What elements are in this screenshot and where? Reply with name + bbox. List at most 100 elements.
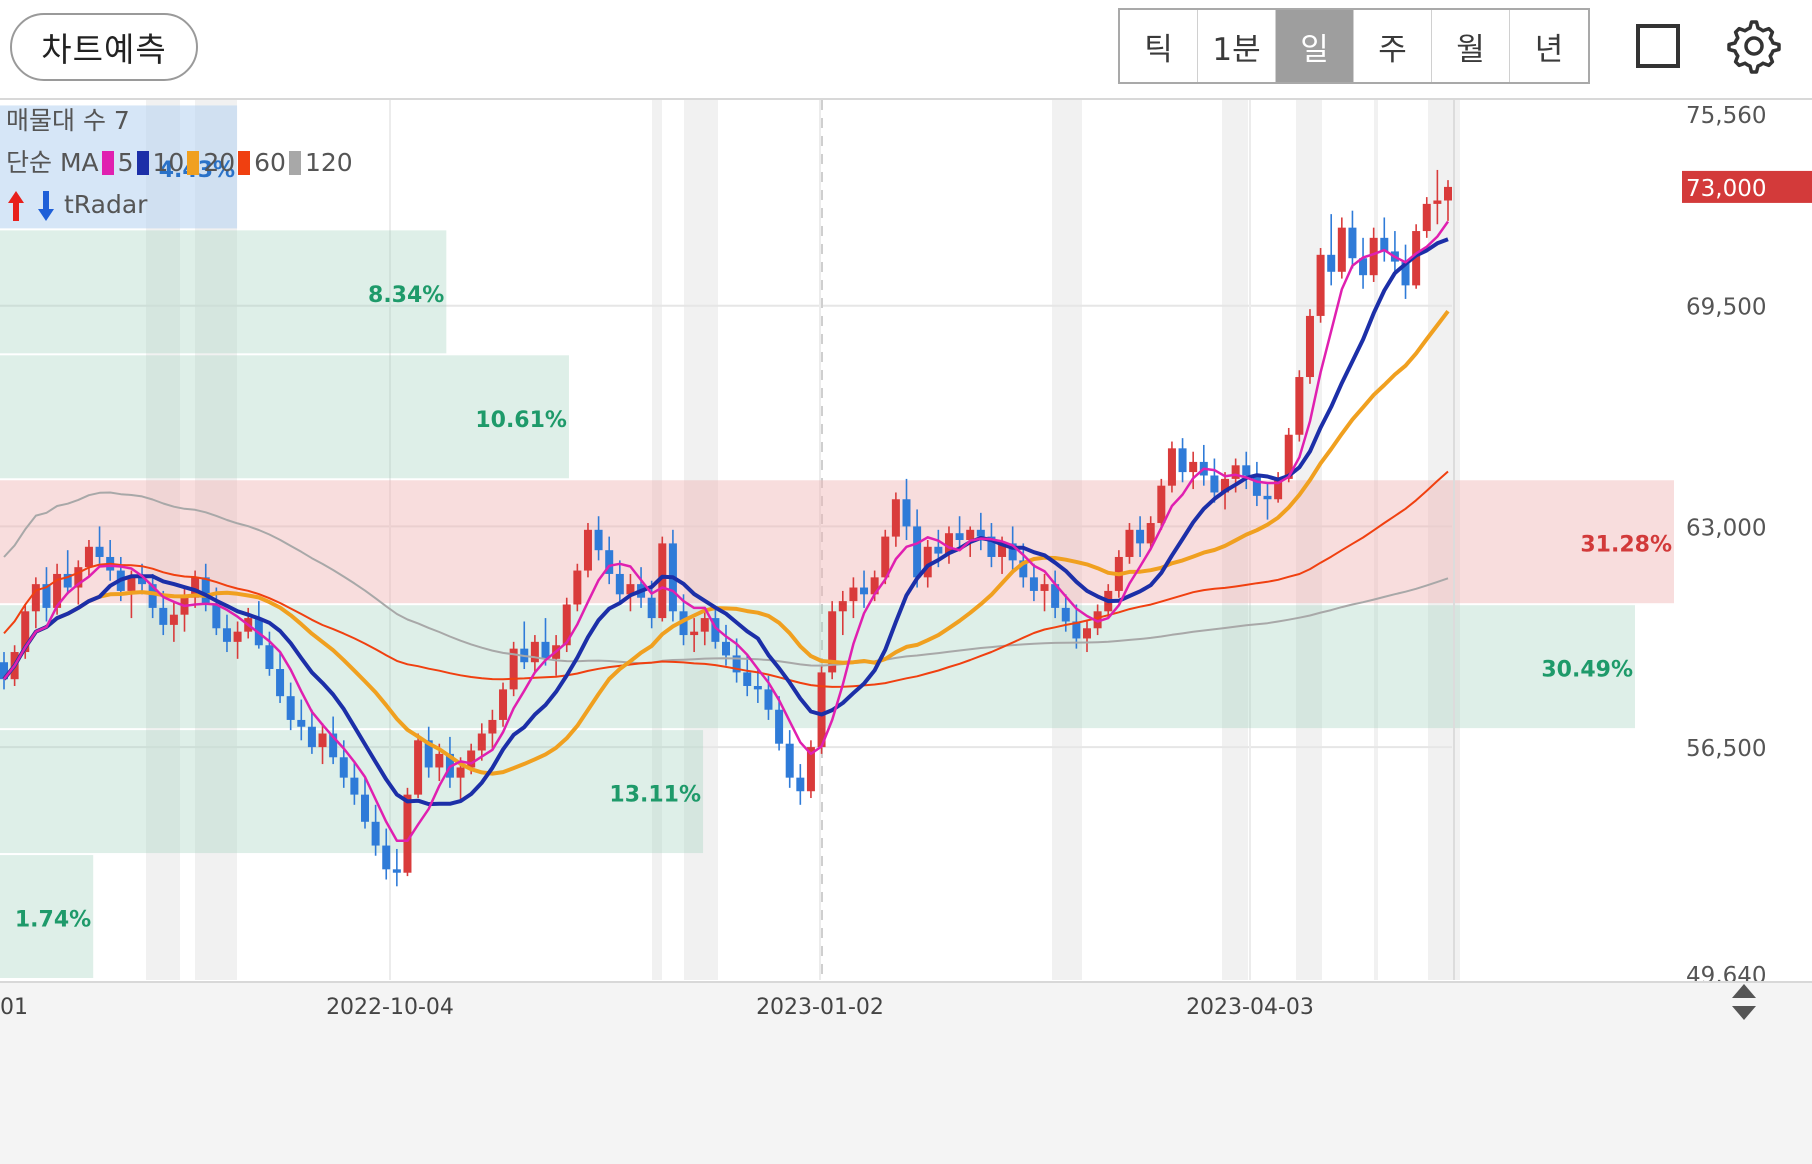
candle-body: [84, 546, 93, 568]
candle-body: [1412, 231, 1421, 286]
candle-body: [1242, 465, 1251, 476]
period-tab-month[interactable]: 월: [1432, 10, 1510, 82]
chart-legend: 매물대 수 7 단순 MA 5 10 20 60 120 tRadar: [6, 100, 353, 226]
candle-body: [74, 567, 83, 588]
period-tab-week[interactable]: 주: [1354, 10, 1432, 82]
candle-body: [424, 740, 433, 768]
candle-body: [1401, 261, 1410, 286]
session-gap-band: [1052, 100, 1082, 980]
session-gap-band: [195, 100, 237, 980]
candle-body: [1252, 475, 1261, 496]
candle-body: [1008, 543, 1017, 561]
period-tab-1min[interactable]: 1분: [1198, 10, 1276, 82]
ma10-line: [2, 237, 1449, 807]
candle-body: [1380, 237, 1389, 252]
x-axis-tick-label: 2023-04-03: [1186, 995, 1314, 1020]
candle-body: [1444, 186, 1452, 201]
candle-body: [828, 611, 837, 673]
session-gap-band: [652, 100, 662, 980]
candle-body: [371, 821, 380, 846]
candle-body: [1072, 621, 1081, 639]
candle-body: [169, 614, 178, 625]
candle-body: [1263, 495, 1272, 500]
x-axis-tick-label: 01: [0, 995, 28, 1020]
candle-body: [934, 546, 943, 554]
period-selector: 틱 1분 일 주 월 년: [1118, 8, 1590, 84]
candle-body: [42, 584, 51, 608]
candle-body: [583, 529, 592, 571]
volume-profile-legend: 매물대 수 7: [6, 106, 130, 135]
candle-body: [350, 777, 359, 795]
x-axis-tick-label: 2022-10-04: [326, 995, 454, 1020]
candle-body: [1093, 611, 1102, 629]
candle-body: [307, 726, 316, 748]
candle-body: [860, 587, 869, 595]
candle-body: [1221, 478, 1230, 493]
candle-body: [753, 685, 762, 690]
candle-body: [1210, 475, 1219, 493]
candle-body: [796, 777, 805, 792]
candle-body: [1422, 203, 1431, 232]
y-axis-tick-label: 75,560: [1686, 103, 1766, 129]
up-down-arrows-icon: [8, 191, 54, 221]
period-tab-tick[interactable]: 틱: [1120, 10, 1198, 82]
x-axis-tick-label: 2023-01-02: [756, 995, 884, 1020]
volume-profile-label: 31.28%: [1580, 533, 1672, 558]
gear-icon[interactable]: [1726, 18, 1782, 74]
candle-body: [467, 750, 476, 768]
candle-body: [127, 577, 136, 591]
candle-body: [1029, 577, 1038, 591]
volume-profile-label: 8.34%: [368, 283, 444, 308]
candle-body: [1284, 434, 1293, 479]
candle-body: [509, 648, 518, 690]
candle-body: [605, 550, 614, 574]
candle-body: [1125, 529, 1134, 557]
candle-body: [1019, 560, 1028, 578]
candle-body: [318, 733, 327, 748]
candle-body: [902, 499, 911, 527]
candle-body: [1359, 258, 1368, 276]
candle-body: [891, 499, 900, 537]
ma60-line: [3, 470, 1449, 688]
candle-body: [1274, 478, 1283, 500]
candle-body: [63, 573, 72, 588]
candle-body: [1295, 377, 1304, 435]
volume-profile-bar: [0, 230, 447, 354]
candle-body: [138, 577, 147, 585]
fullscreen-square-icon[interactable]: [1636, 24, 1680, 68]
candle-body: [1327, 254, 1336, 272]
current-price-label: 73,000: [1686, 176, 1766, 202]
chart-predict-button[interactable]: 차트예측: [10, 13, 198, 81]
candle-body: [95, 546, 104, 557]
candle-body: [732, 655, 741, 673]
candle-body: [881, 536, 890, 578]
candle-body: [764, 689, 773, 710]
ma5-label: 5: [117, 148, 134, 177]
candle-body: [499, 689, 508, 720]
candle-body: [414, 740, 423, 795]
candle-body: [573, 570, 582, 605]
ma10-swatch: [136, 151, 149, 175]
candle-body: [1040, 584, 1049, 591]
x-axis-strip: [0, 982, 1812, 1164]
candle-body: [361, 794, 369, 822]
candle-body: [647, 597, 656, 619]
candle-body: [191, 577, 200, 598]
period-tab-day[interactable]: 일: [1276, 10, 1354, 82]
ma120-swatch: [288, 151, 301, 175]
candle-body: [987, 536, 996, 557]
candle-body: [329, 733, 338, 758]
candle-body: [722, 641, 730, 656]
ma5-swatch: [101, 151, 114, 175]
candle-body: [806, 747, 815, 792]
price-chart[interactable]: 1.74%13.11%30.49%31.28%10.61%8.34%4.43%7…: [0, 100, 1812, 1164]
ma120-label: 120: [304, 148, 353, 177]
candle-body: [488, 719, 497, 734]
candle-body: [966, 529, 975, 540]
volume-profile-label: 1.74%: [15, 908, 91, 933]
candle-body: [944, 533, 953, 554]
candle-body: [222, 628, 231, 642]
scroll-down-icon: [1732, 1006, 1756, 1020]
period-tab-year[interactable]: 년: [1534, 31, 1564, 68]
candle-body: [212, 604, 221, 629]
